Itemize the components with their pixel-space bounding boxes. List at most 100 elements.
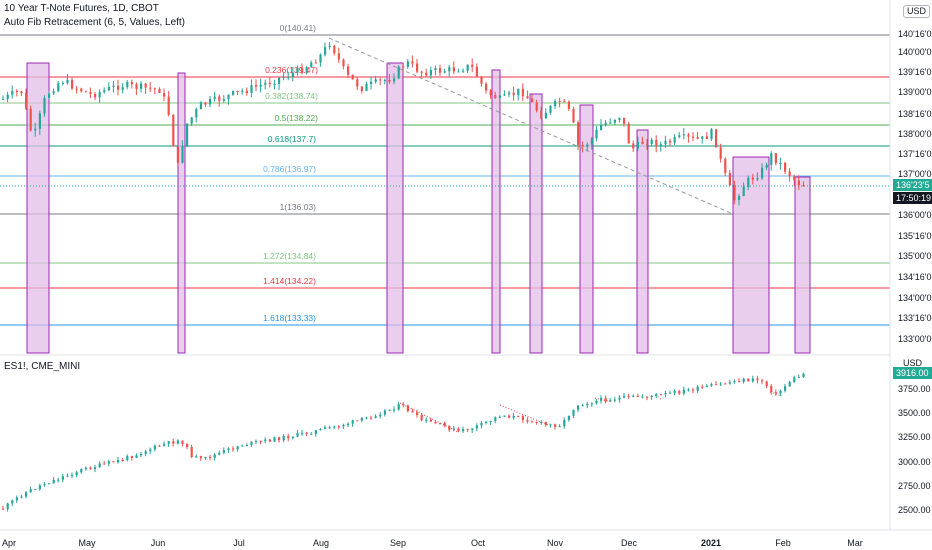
candle-body	[489, 420, 492, 422]
candle-body	[273, 83, 276, 85]
candle-body	[273, 437, 276, 442]
candle-body	[494, 417, 497, 421]
highlight-zone[interactable]	[26, 62, 50, 354]
upper-price-pane[interactable]: 0(140.41) 0.236(139.47) 0.382(138.74) 0.5(1…	[0, 23, 890, 354]
lower-price-pane[interactable]	[2, 372, 805, 512]
candle-body	[508, 92, 511, 95]
time-axis-label: Oct	[471, 538, 486, 548]
countdown-tag: 17:50:19	[893, 192, 932, 204]
candle-body	[452, 67, 455, 72]
candle-body	[544, 112, 547, 119]
candle-body	[388, 409, 391, 411]
price-axis-tick: 133'00'0	[898, 334, 931, 344]
candle-body	[232, 90, 235, 95]
candle-body	[163, 92, 166, 97]
candle-body	[650, 395, 653, 398]
symbol-title[interactable]: 10 Year T-Note Futures, 1D, CBOT	[4, 3, 159, 14]
candle-body	[664, 393, 667, 395]
candle-body	[669, 140, 672, 143]
highlight-zone[interactable]	[491, 69, 501, 354]
candle-body	[393, 409, 396, 411]
candle-body	[282, 435, 285, 441]
candle-body	[342, 59, 345, 67]
candle-body	[613, 399, 616, 401]
candle-body	[236, 90, 239, 92]
candle-body	[397, 404, 400, 410]
candle-body	[301, 67, 304, 74]
candle-body	[420, 415, 423, 421]
candle-body	[370, 417, 373, 419]
candle-body	[204, 457, 207, 459]
lower-currency-label: USD	[903, 358, 923, 368]
candle-body	[802, 373, 805, 378]
candle-body	[374, 79, 377, 82]
candle-body	[784, 386, 787, 391]
candle-body	[328, 45, 331, 48]
candle-body	[232, 448, 235, 450]
highlight-zone[interactable]	[794, 176, 811, 354]
candle-body	[130, 81, 133, 85]
candle-body	[15, 91, 18, 93]
candle-body	[696, 137, 699, 139]
candle-body	[135, 84, 138, 89]
candle-body	[678, 391, 681, 394]
highlight-zone[interactable]	[177, 72, 186, 354]
candle-body	[797, 180, 800, 186]
time-axis-label: 2021	[701, 538, 721, 548]
candle-body	[719, 383, 722, 385]
highlight-zone[interactable]	[579, 104, 594, 354]
lower-symbol-title[interactable]: ES1!, CME_MINI	[4, 361, 81, 372]
candle-body	[558, 426, 561, 428]
candle-body	[43, 484, 46, 486]
candle-body	[268, 82, 271, 84]
candle-body	[43, 98, 46, 114]
candle-body	[531, 98, 534, 103]
candle-body	[572, 108, 575, 123]
fib-level-label: 0.5(138.22)	[275, 113, 319, 123]
candle-body	[701, 386, 704, 388]
candle-body	[623, 395, 626, 398]
candle-body	[347, 66, 350, 75]
candle-body	[282, 76, 285, 78]
candle-body	[600, 124, 603, 130]
candle-body	[526, 96, 529, 99]
fib-trend-line[interactable]	[328, 37, 734, 215]
candle-body	[406, 405, 409, 412]
candle-body	[402, 66, 405, 68]
lower-price-axis-tick: 3500.00	[898, 408, 931, 418]
candle-body	[278, 437, 281, 441]
candle-body	[379, 79, 382, 81]
candle-body	[255, 85, 258, 87]
candle-body	[38, 113, 41, 129]
highlight-zone[interactable]	[732, 156, 770, 354]
fib-level-label: 1.272(134.84)	[263, 251, 316, 261]
time-axis-label: Aug	[313, 538, 329, 548]
candle-body	[181, 145, 184, 163]
candle-body	[747, 177, 750, 187]
candle-body	[623, 117, 626, 124]
candle-body	[434, 68, 437, 71]
time-axis-label: May	[78, 538, 96, 548]
candle-body	[724, 158, 727, 173]
candle-body	[646, 396, 649, 398]
candle-body	[2, 98, 5, 100]
price-axis-tick: 139'00'0	[898, 87, 931, 97]
candle-body	[227, 448, 230, 451]
candle-body	[696, 386, 699, 391]
highlight-zone[interactable]	[529, 93, 543, 354]
candle-body	[443, 422, 446, 426]
highlight-zone[interactable]	[636, 129, 649, 354]
candle-body	[788, 382, 791, 387]
candle-body	[383, 80, 386, 82]
candle-body	[94, 93, 97, 98]
highlight-zone[interactable]	[386, 62, 404, 354]
candle-body	[498, 416, 501, 418]
candle-body	[439, 422, 442, 424]
candle-body	[296, 67, 299, 73]
currency-button[interactable]: USD	[903, 5, 931, 18]
candle-body	[397, 66, 400, 79]
candle-body	[351, 74, 354, 80]
candle-body	[682, 134, 685, 136]
indicator-title[interactable]: Auto Fib Retracement (6, 5, Values, Left…	[4, 17, 186, 28]
